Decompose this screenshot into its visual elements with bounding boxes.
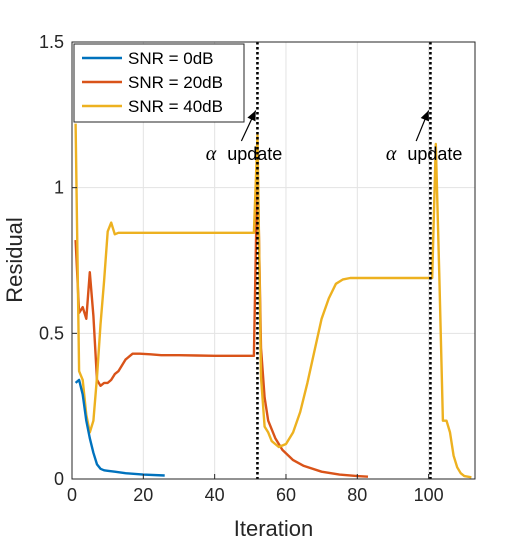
legend-label-2: SNR = 40dB: [128, 97, 223, 116]
y-tick-label: 1.5: [39, 32, 64, 52]
x-tick-label: 100: [414, 485, 444, 505]
x-tick-label: 60: [276, 485, 296, 505]
x-axis-label: Iteration: [234, 516, 314, 541]
series-lines: [74, 123, 472, 479]
annotation-arrowhead-1: [420, 110, 429, 122]
y-axis-label: Residual: [2, 217, 27, 303]
annotation-arrowhead-0: [247, 110, 256, 122]
y-tick-label: 0: [54, 469, 64, 489]
y-tick-label: 1: [54, 178, 64, 198]
series-line-2: [74, 123, 472, 479]
x-tick-label: 80: [347, 485, 367, 505]
legend-label-0: SNR = 0dB: [128, 49, 214, 68]
x-tick-label: 40: [205, 485, 225, 505]
x-tick-label: 0: [67, 485, 77, 505]
y-tick-label: 0.5: [39, 323, 64, 343]
x-tick-label: 20: [133, 485, 153, 505]
legend-label-1: SNR = 20dB: [128, 73, 223, 92]
legend: SNR = 0dB SNR = 20dB SNR = 40dB: [73, 43, 245, 123]
axes-box: [71, 41, 476, 480]
series-line-1: [74, 157, 369, 478]
series-line-0: [74, 378, 165, 477]
annotation-text-1: α update: [386, 143, 463, 165]
annotation-text-0: α update: [206, 143, 283, 165]
annotations: α update α update: [206, 110, 463, 165]
axis-ticks: 0 20 40 60 80 100 0 0.5 1 1.5: [39, 32, 444, 505]
